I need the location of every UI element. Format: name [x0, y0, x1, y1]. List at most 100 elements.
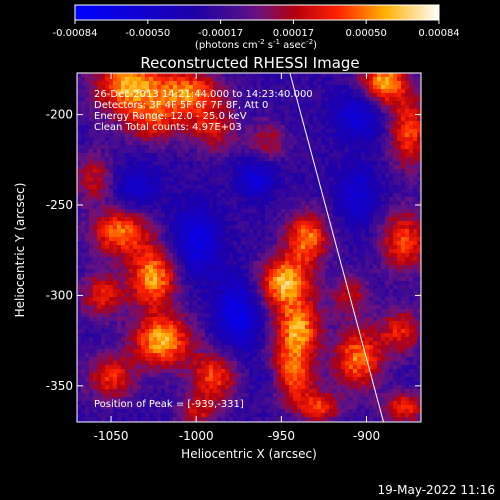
heatmap-cell	[213, 181, 217, 185]
heatmap-cell	[101, 373, 105, 377]
heatmap-cell	[277, 417, 281, 421]
heatmap-cell	[85, 137, 89, 141]
heatmap-cell	[141, 169, 145, 173]
heatmap-cell	[89, 233, 93, 237]
heatmap-cell	[177, 285, 181, 289]
heatmap-cell	[233, 137, 237, 141]
heatmap-cell	[205, 317, 209, 321]
heatmap-cell	[189, 417, 193, 421]
heatmap-cell	[277, 413, 281, 417]
heatmap-cell	[133, 105, 137, 109]
heatmap-cell	[169, 181, 173, 185]
heatmap-cell	[177, 333, 181, 337]
heatmap-cell	[269, 329, 273, 333]
heatmap-cell	[89, 241, 93, 245]
heatmap-cell	[137, 125, 141, 129]
heatmap-cell	[93, 233, 97, 237]
heatmap-cell	[89, 389, 93, 393]
heatmap-cell	[217, 165, 221, 169]
heatmap-cell	[229, 285, 233, 289]
heatmap-cell	[81, 161, 85, 165]
heatmap-cell	[105, 141, 109, 145]
heatmap-cell	[105, 257, 109, 261]
heatmap-cell	[277, 241, 281, 245]
heatmap-cell	[105, 137, 109, 141]
heatmap-cell	[121, 89, 125, 93]
heatmap-cell	[201, 113, 205, 117]
heatmap-cell	[289, 117, 293, 121]
heatmap-cell	[133, 181, 137, 185]
heatmap-cell	[177, 133, 181, 137]
heatmap-cell	[221, 177, 225, 181]
heatmap-cell	[189, 389, 193, 393]
heatmap-cell	[93, 309, 97, 313]
heatmap-cell	[145, 293, 149, 297]
heatmap-cell	[209, 417, 213, 421]
heatmap-cell	[209, 197, 213, 201]
heatmap-cell	[117, 237, 121, 241]
heatmap-cell	[129, 73, 133, 77]
heatmap-cell	[169, 393, 173, 397]
heatmap-cell	[225, 301, 229, 305]
heatmap-cell	[173, 73, 177, 77]
heatmap-cell	[117, 409, 121, 413]
heatmap-cell	[297, 413, 301, 417]
heatmap-cell	[197, 313, 201, 317]
heatmap-cell	[221, 365, 225, 369]
heatmap-cell	[233, 233, 237, 237]
heatmap-cell	[97, 109, 101, 113]
heatmap-cell	[105, 325, 109, 329]
heatmap-cell	[293, 101, 297, 105]
heatmap-cell	[105, 121, 109, 125]
heatmap-cell	[201, 337, 205, 341]
heatmap-cell	[213, 157, 217, 161]
heatmap-cell	[93, 133, 97, 137]
heatmap-cell	[157, 213, 161, 217]
heatmap-cell	[113, 333, 117, 337]
heatmap-cell	[285, 401, 289, 405]
heatmap-cell	[289, 417, 293, 421]
heatmap-cell	[225, 393, 229, 397]
heatmap-cell	[161, 409, 165, 413]
heatmap-cell	[277, 129, 281, 133]
heatmap-cell	[169, 161, 173, 165]
heatmap-cell	[125, 181, 129, 185]
heatmap-cell	[193, 141, 197, 145]
heatmap-cell	[301, 157, 305, 161]
heatmap-cell	[193, 109, 197, 113]
heatmap-cell	[109, 357, 113, 361]
heatmap-cell	[133, 97, 137, 101]
heatmap-cell	[109, 377, 113, 381]
heatmap-cell	[181, 389, 185, 393]
heatmap-cell	[85, 337, 89, 341]
heatmap-cell	[97, 285, 101, 289]
heatmap-cell	[177, 145, 181, 149]
heatmap-cell	[253, 273, 257, 277]
heatmap-cell	[201, 297, 205, 301]
heatmap-cell	[129, 293, 133, 297]
heatmap-cell	[301, 149, 305, 153]
heatmap-cell	[197, 333, 201, 337]
heatmap-cell	[293, 209, 297, 213]
heatmap-cell	[113, 329, 117, 333]
heatmap-cell	[285, 201, 289, 205]
heatmap-cell	[81, 269, 85, 273]
heatmap-cell	[165, 345, 169, 349]
heatmap-cell	[141, 81, 145, 85]
heatmap-cell	[201, 93, 205, 97]
heatmap-cell	[221, 261, 225, 265]
heatmap-cell	[121, 81, 125, 85]
heatmap-cell	[273, 349, 277, 353]
heatmap-cell	[301, 269, 305, 273]
heatmap-cell	[109, 225, 113, 229]
heatmap-cell	[77, 349, 81, 353]
heatmap-cell	[193, 313, 197, 317]
heatmap-cell	[177, 389, 181, 393]
heatmap-cell	[89, 277, 93, 281]
heatmap-cell	[265, 93, 269, 97]
heatmap-cell	[205, 137, 209, 141]
heatmap-cell	[157, 361, 161, 365]
heatmap-cell	[285, 261, 289, 265]
heatmap-cell	[273, 329, 277, 333]
heatmap-cell	[77, 369, 81, 373]
